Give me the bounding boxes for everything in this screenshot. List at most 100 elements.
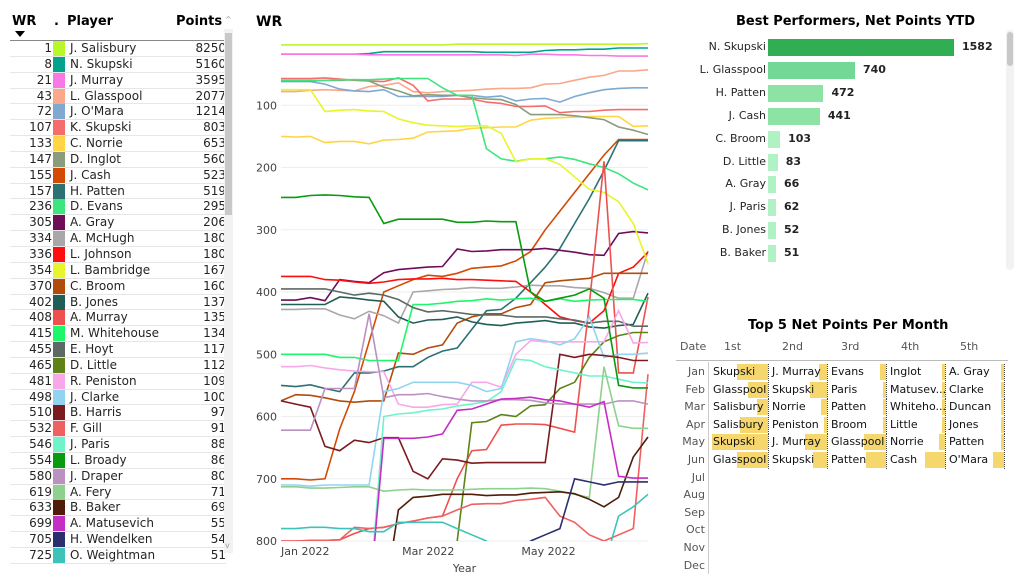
series-line-l-broady[interactable]	[281, 194, 648, 389]
table-row[interactable]: 619 A. Fery 71	[10, 484, 226, 501]
bar-row[interactable]: J. Cash 441	[676, 107, 1006, 127]
table-row[interactable]: 402 B. Jones 137	[10, 294, 226, 311]
series-line-j-draper[interactable]	[281, 313, 649, 432]
series-line-l-bambridge[interactable]	[281, 88, 649, 264]
series-line-j-cash[interactable]	[281, 138, 648, 481]
table-row[interactable]: 481 R. Peniston 109	[10, 373, 226, 390]
table-row[interactable]: 354 L. Bambridge 167	[10, 262, 226, 279]
series-line-d-evans[interactable]	[281, 77, 649, 191]
table-row[interactable]: 699 A. Matusevich 55	[10, 516, 226, 533]
series-line-c-norrie[interactable]	[280, 115, 649, 145]
bar[interactable]	[768, 61, 855, 79]
table-row[interactable]: 633 B. Baker 69	[10, 500, 226, 517]
bar[interactable]	[768, 176, 776, 194]
table-row[interactable]: 336 L. Johnson 180	[10, 246, 226, 263]
bar[interactable]	[768, 153, 778, 171]
scrollbar-thumb[interactable]	[225, 33, 232, 215]
series-line-n-skupski[interactable]	[281, 47, 648, 56]
bar[interactable]	[768, 245, 776, 263]
top5-header-3rd[interactable]: 3rd	[841, 340, 860, 353]
table-row[interactable]: 133 C. Norrie 653	[10, 136, 226, 152]
top5-header-date[interactable]: Date	[680, 340, 707, 353]
series-line-h-wendelken[interactable]	[281, 477, 648, 580]
series-line-l-glasspool[interactable]	[281, 69, 649, 94]
top5-cell[interactable]: Patten	[947, 434, 1005, 452]
series-line-b-baker[interactable]	[281, 436, 649, 580]
series-line-f-gill[interactable]	[281, 374, 649, 541]
series-line-j-clarke[interactable]	[281, 315, 649, 488]
series-line-j-paris[interactable]	[281, 358, 649, 580]
scrollbar-thumb[interactable]	[1007, 32, 1013, 66]
top5-header-4th[interactable]: 4th	[901, 340, 920, 353]
series-line-a-mchugh[interactable]	[281, 250, 649, 325]
top5-cell[interactable]: Norrie	[770, 399, 828, 417]
series-line-a-fery[interactable]	[281, 366, 648, 499]
sort-descending-icon[interactable]	[15, 31, 25, 37]
top5-cell[interactable]: Glasspool	[711, 381, 769, 399]
bar-row[interactable]: B. Baker 51	[676, 244, 1006, 264]
series-line-b-harris[interactable]	[280, 353, 648, 480]
table-row[interactable]: 236 D. Evans 295	[10, 199, 226, 216]
bar-row[interactable]: L. Glasspool 740	[676, 61, 1006, 81]
top5-cell[interactable]: Salisbury	[711, 399, 769, 417]
top5-cell[interactable]: Clarke	[947, 381, 1005, 399]
series-line-j-salisbury[interactable]	[281, 42, 649, 46]
series-line-o-weightman[interactable]	[281, 493, 649, 572]
top5-cell[interactable]: Glasspool	[711, 452, 769, 469]
table-row[interactable]: 546 J. Paris 88	[10, 437, 226, 453]
series-line-d-little[interactable]	[281, 331, 648, 580]
table-row[interactable]: 498 J. Clarke 100	[10, 389, 226, 406]
top5-cell[interactable]: O'Mara	[947, 452, 1005, 469]
bar-chart-scrollbar[interactable]	[1006, 30, 1014, 270]
top5-header-1st[interactable]: 1st	[724, 340, 742, 353]
table-row[interactable]: 554 L. Broady 86	[10, 452, 226, 469]
table-row[interactable]: 455 E. Hoyt 117	[10, 342, 226, 358]
top5-cell[interactable]: A. Gray	[947, 364, 1005, 381]
top5-cell[interactable]: Broom	[829, 416, 887, 434]
table-row[interactable]: 370 C. Broom 160	[10, 278, 226, 295]
series-line-e-hoyt[interactable]	[281, 288, 648, 328]
table-row[interactable]: 147 D. Inglot 560	[10, 151, 226, 168]
table-row[interactable]: 408 A. Murray 135	[10, 310, 226, 327]
top5-cell[interactable]: Whiteho...	[888, 399, 946, 417]
scroll-down-icon[interactable]: v	[225, 541, 230, 550]
table-row[interactable]: 415 M. Whitehouse 134	[10, 326, 226, 343]
top5-cell[interactable]: Peniston	[770, 416, 828, 434]
table-row[interactable]: 107 K. Skupski 803	[10, 120, 226, 137]
header-points[interactable]: Points	[176, 14, 223, 29]
top5-cell[interactable]: Inglot	[888, 364, 946, 381]
top5-cell[interactable]: Salisbury	[711, 416, 769, 434]
table-row[interactable]: 465 D. Little 112	[10, 357, 226, 374]
header-wr[interactable]: WR	[12, 14, 37, 29]
table-row[interactable]: 1 J. Salisbury 8250	[10, 41, 226, 57]
top5-cell[interactable]: Skupski	[770, 381, 828, 399]
table-row[interactable]: 334 A. McHugh 180	[10, 231, 226, 247]
bar[interactable]	[768, 39, 954, 56]
top5-cell[interactable]: Glasspool	[829, 434, 887, 452]
top5-cell[interactable]: J. Murray	[770, 364, 828, 381]
series-line-r-peniston[interactable]	[281, 308, 649, 409]
top5-cell[interactable]: Evans	[829, 364, 887, 381]
scroll-up-icon[interactable]: ^	[225, 15, 232, 24]
table-row[interactable]: 305 A. Gray 206	[10, 215, 226, 232]
top5-cell[interactable]: Skupski	[770, 452, 828, 469]
table-row[interactable]: 155 J. Cash 523	[10, 167, 226, 184]
top5-cell[interactable]: Patten	[829, 452, 887, 469]
top5-header-2nd[interactable]: 2nd	[782, 340, 803, 353]
top5-cell[interactable]: Cash	[888, 452, 946, 469]
top5-cell[interactable]: Skupski	[711, 364, 769, 381]
table-row[interactable]: 43 L. Glasspool 2077	[10, 88, 226, 105]
top5-cell[interactable]: J. Murray	[770, 434, 828, 452]
series-line-m-whitehouse[interactable]	[281, 297, 649, 362]
bar-row[interactable]: N. Skupski 1582	[676, 38, 1006, 58]
bar[interactable]	[768, 199, 776, 217]
series-line-j-murray[interactable]	[281, 53, 648, 57]
bar-row[interactable]: A. Gray 66	[676, 175, 1006, 195]
bar-row[interactable]: B. Jones 52	[676, 221, 1006, 241]
top5-cell[interactable]: Jones	[947, 416, 1005, 434]
top5-cell[interactable]: Paris	[829, 381, 887, 399]
top5-cell[interactable]: Norrie	[888, 434, 946, 452]
table-row[interactable]: 21 J. Murray 3595	[10, 72, 226, 89]
top5-cell[interactable]: Duncan	[947, 399, 1005, 417]
bar-row[interactable]: H. Patten 472	[676, 84, 1006, 104]
